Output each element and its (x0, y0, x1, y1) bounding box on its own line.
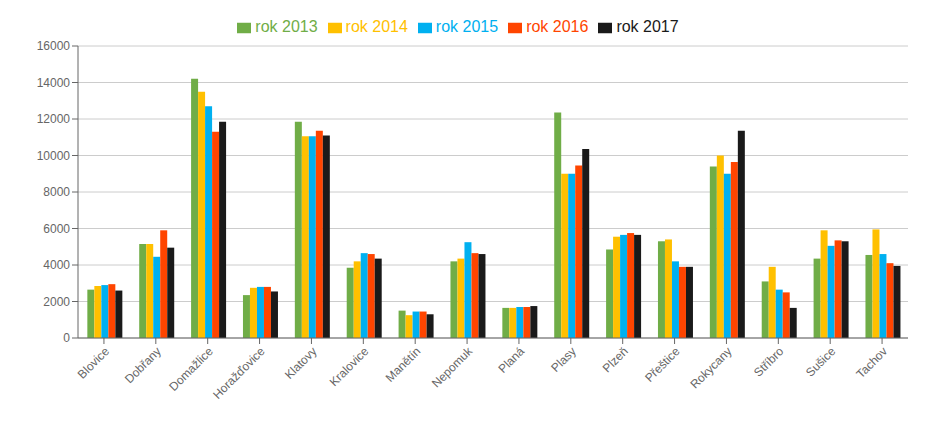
html-text:rok 2014: rok 2014 (345, 18, 408, 35)
svg-text:Kralovice: Kralovice (327, 344, 372, 389)
svg-text:Nepomuk: Nepomuk (429, 344, 476, 391)
svg-text:16000: 16000 (37, 39, 71, 53)
svg-text:12000: 12000 (37, 112, 71, 126)
svg-text:10000: 10000 (37, 149, 71, 163)
svg-text:2000: 2000 (43, 295, 70, 309)
svg-text:Blovice: Blovice (75, 344, 112, 381)
svg-text:Horažďovice: Horažďovice (210, 344, 268, 402)
svg-text:Dobřany: Dobřany (122, 344, 164, 386)
html-text:rok 2013: rok 2013 (255, 18, 318, 35)
svg-text:Planá: Planá (495, 344, 527, 376)
svg-text:Tachov: Tachov (853, 344, 890, 381)
svg-text:8000: 8000 (43, 185, 70, 199)
svg-text:Sušice: Sušice (803, 344, 839, 380)
html-text:rok 2015: rok 2015 (435, 18, 499, 35)
svg-text:Plzeň: Plzeň (600, 344, 631, 375)
svg-text:Domažlice: Domažlice (166, 344, 216, 394)
html-text:rok 2017: rok 2017 (616, 18, 679, 35)
svg-text:0: 0 (63, 331, 70, 345)
svg-text:4000: 4000 (43, 258, 70, 272)
svg-text:Manětín: Manětín (383, 344, 424, 385)
svg-text:Rokycany: Rokycany (687, 344, 734, 391)
svg-text:Klatovy: Klatovy (282, 344, 320, 382)
svg-text:6000: 6000 (43, 222, 70, 236)
svg-text:Stříbro: Stříbro (751, 344, 787, 380)
html-text:rok 2016: rok 2016 (526, 18, 589, 35)
svg-text:Plasy: Plasy (548, 344, 579, 375)
svg-text:14000: 14000 (37, 76, 71, 90)
svg-text:Přeštice: Přeštice (642, 344, 683, 385)
